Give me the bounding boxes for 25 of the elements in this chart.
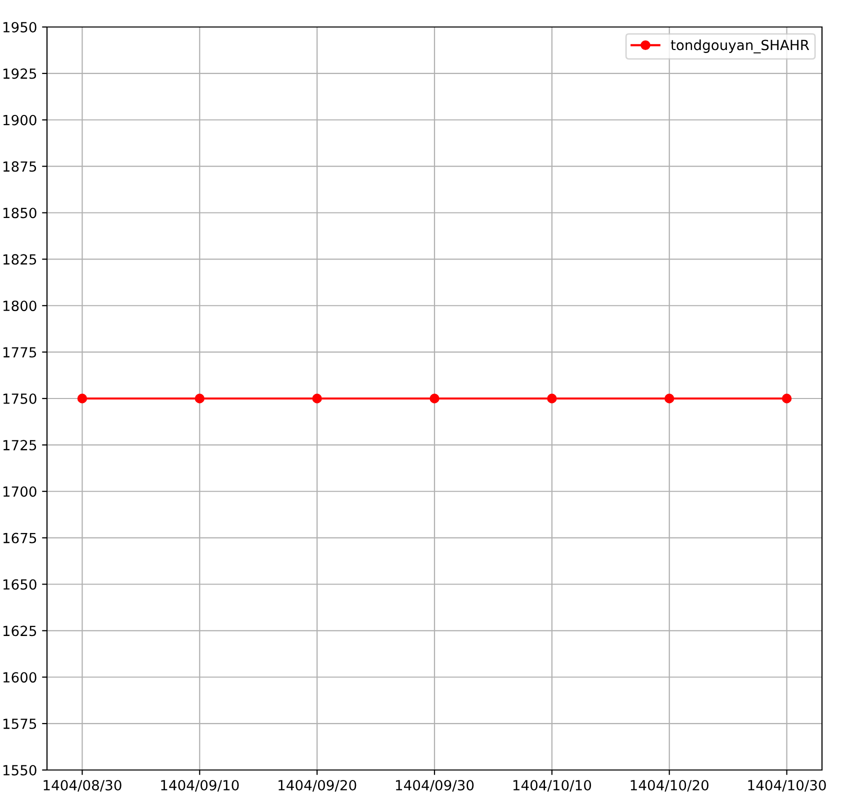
y-tick-label: 1575 <box>3 718 36 730</box>
y-tick-label: 1875 <box>3 161 36 172</box>
x-tick-label: 1404/10/20 <box>630 780 708 792</box>
x-tick-label: 1404/10/30 <box>748 780 826 792</box>
y-tick-label: 1750 <box>3 393 36 404</box>
y-tick-label: 1725 <box>3 440 36 450</box>
y-tick-label: 1625 <box>3 626 36 636</box>
x-tick-label: 1404/09/20 <box>278 780 356 792</box>
y-tick-label: 1925 <box>3 68 36 79</box>
x-tick-label: 1404/09/10 <box>161 780 239 792</box>
y-tick-label: 1700 <box>3 486 36 497</box>
y-tick-label: 1675 <box>3 532 36 544</box>
x-tick-label: 1404/09/30 <box>396 780 474 792</box>
x-tick-label: 1404/08/30 <box>44 780 122 792</box>
x-tick-label: 1404/10/10 <box>513 780 592 792</box>
y-tick-label: 1775 <box>3 347 36 358</box>
y-tick-label: 1850 <box>3 208 36 218</box>
y-tick-label: 1825 <box>3 254 36 265</box>
y-tick-label: 1800 <box>3 300 36 312</box>
y-tick-label: 1900 <box>3 114 36 126</box>
y-tick-label: 1950 <box>3 22 36 32</box>
y-tick-label: 1600 <box>3 672 36 683</box>
legend-label: tondgouyan_SHAHR <box>670 40 810 54</box>
y-tick-label: 1650 <box>3 579 36 590</box>
y-tick-label: 1550 <box>3 764 36 776</box>
